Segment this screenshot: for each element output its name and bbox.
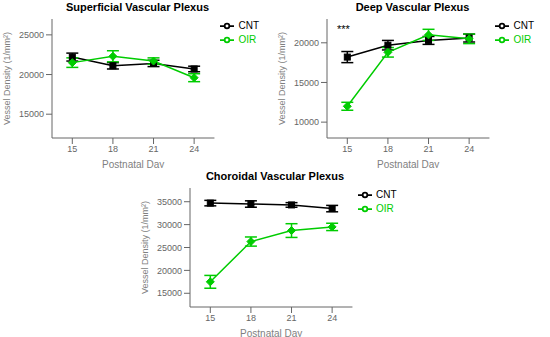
html-text:Deep Vascular Plexus: Deep Vascular Plexus — [355, 1, 470, 13]
svg-text:20000: 20000 — [156, 266, 181, 276]
html-text:CNT: CNT — [375, 188, 397, 200]
html-text:CNT: CNT — [513, 19, 534, 31]
svg-text:25000: 25000 — [19, 30, 44, 40]
html-text:OIR: OIR — [513, 33, 532, 45]
svg-text:24: 24 — [464, 144, 474, 154]
svg-text:15: 15 — [67, 144, 77, 154]
svg-text:18: 18 — [245, 313, 255, 323]
svg-text:25000: 25000 — [156, 243, 181, 253]
svg-text:Postnatal Day: Postnatal Day — [377, 159, 439, 168]
svg-text:21: 21 — [424, 144, 434, 154]
svg-text:24: 24 — [327, 313, 337, 323]
svg-text:Vessel Density (1/mm²): Vessel Density (1/mm²) — [277, 32, 287, 125]
svg-text:21: 21 — [286, 313, 296, 323]
svg-text:15000: 15000 — [294, 78, 319, 88]
svg-text:15: 15 — [205, 313, 215, 323]
svg-text:15000: 15000 — [156, 288, 181, 298]
svg-text:18: 18 — [108, 144, 118, 154]
svg-text:18: 18 — [383, 144, 393, 154]
svg-text:24: 24 — [189, 144, 199, 154]
html-text:OIR: OIR — [375, 202, 394, 214]
html-text:Choroidal Vascular Plexus: Choroidal Vascular Plexus — [205, 170, 345, 182]
svg-text:15: 15 — [342, 144, 352, 154]
svg-text:10000: 10000 — [294, 117, 319, 127]
svg-text:Postnatal Day: Postnatal Day — [240, 328, 302, 337]
svg-text:15000: 15000 — [19, 109, 44, 119]
svg-text:21: 21 — [149, 144, 159, 154]
svg-text:Vessel Density (1/mm²): Vessel Density (1/mm²) — [8, 32, 12, 125]
html-text:CNT: CNT — [238, 19, 259, 31]
svg-text:35000: 35000 — [156, 197, 181, 207]
svg-text:30000: 30000 — [156, 220, 181, 230]
html-text:OIR: OIR — [238, 33, 257, 45]
html-text:Superficial Vascular Plexus: Superficial Vascular Plexus — [66, 1, 209, 13]
svg-text:20000: 20000 — [294, 38, 319, 48]
svg-text:20000: 20000 — [19, 70, 44, 80]
svg-text:Vessel Density (1/mm²): Vessel Density (1/mm²) — [140, 201, 150, 294]
svg-text:Postnatal Day: Postnatal Day — [102, 159, 164, 168]
